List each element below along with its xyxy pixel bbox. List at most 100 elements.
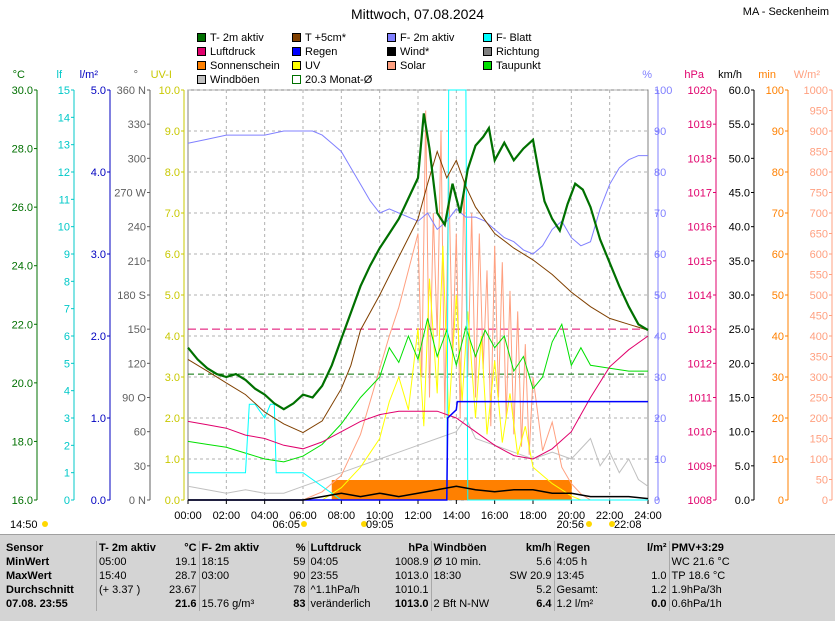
stats-cell: 05:00 [96, 555, 167, 569]
axis-tick-label-temp: 30.0 [12, 85, 33, 97]
axis-tick-label-wind: 10.0 [729, 427, 750, 439]
axis-tick-label-wind: 30.0 [729, 290, 750, 302]
axis-tick-label-dir: 30 [134, 461, 146, 473]
stats-cell: 1.0 [651, 570, 667, 582]
axis-tick-label-hum: 30 [654, 372, 666, 384]
moonrise-icon [609, 521, 615, 527]
axis-tick-label-uv: 7.0 [165, 208, 180, 220]
axis-tick-label-solar: 800 [810, 167, 828, 179]
legend-item: Windböen [197, 74, 260, 86]
legend-item: F- 2m aktiv [387, 32, 454, 44]
stats-cell: 78 [293, 584, 306, 596]
legend-label: UV [305, 60, 321, 72]
axis-tick-label-sun: 60 [772, 249, 784, 261]
x-tick-label: 22:00 [596, 510, 624, 522]
axis-tick-label-press: 1017 [688, 188, 712, 200]
sun-icon [42, 521, 48, 527]
legend-label: Luftdruck [210, 46, 256, 58]
stats-cell: 0.0 [651, 598, 667, 610]
axis-tick-label-rain: 3.0 [91, 249, 106, 261]
axis-tick-label-sun: 20 [772, 413, 784, 425]
stats-cell: 1.9hPa/3h [668, 583, 764, 597]
sunshine-bar [370, 480, 381, 500]
axis-tick-label-press: 1014 [688, 290, 712, 302]
axis-tick-label-rain: 4.0 [91, 167, 106, 179]
stats-panel: Sensor T- 2m aktiv °C F- 2m aktiv% Luftdruck… [0, 534, 835, 621]
axis-tick-label-hum: 50 [654, 290, 666, 302]
stats-cell: 07.08. 23:55 [6, 598, 68, 610]
legend-label: Richtung [496, 46, 540, 58]
x-tick-label: 08:00 [328, 510, 356, 522]
axis-tick-label-leaf: 1 [64, 468, 70, 480]
stats-cell: PMV+3:29 [668, 541, 764, 555]
sunshine-bar [465, 480, 476, 500]
axis-tick-label-solar: 750 [810, 188, 828, 200]
legend-item: T- 2m aktiv [197, 32, 264, 44]
legend-item: Sonnenschein [197, 60, 280, 72]
axis-tick-label-dir: 330 [128, 119, 146, 131]
axis-tick-label-solar: 100 [810, 454, 828, 466]
legend-swatch [387, 61, 396, 70]
axis-tick-label-solar: 400 [810, 331, 828, 343]
x-tick-label: 00:00 [174, 510, 202, 522]
axis-tick-label-sun: 0 [778, 495, 784, 507]
axis-tick-label-dir: 90 O [122, 393, 146, 405]
stats-cell: Regen [553, 541, 625, 555]
axis-tick-label-leaf: 12 [58, 167, 70, 179]
axis-unit-uv: UV-I [151, 69, 172, 81]
axis-unit-leaf: lf [57, 69, 63, 81]
legend-label: Taupunkt [496, 60, 541, 72]
axis-tick-label-wind: 40.0 [729, 222, 750, 234]
axis-tick-label-dir: 270 W [114, 188, 146, 200]
x-tick-label: 18:00 [519, 510, 547, 522]
axis-tick-label-uv: 10.0 [159, 85, 180, 97]
axis-tick-label-hum: 100 [654, 85, 672, 97]
legend-item: UV [292, 60, 320, 72]
axis-tick-label-solar: 500 [810, 290, 828, 302]
axis-tick-label-sun: 80 [772, 167, 784, 179]
sunshine-bar [398, 480, 409, 500]
stats-cell [430, 583, 498, 597]
moonrise-time: 22:08 [614, 519, 642, 531]
axis-tick-label-sun: 30 [772, 372, 784, 384]
stats-cell: 21.6 [175, 598, 197, 610]
x-tick-label: 20:00 [558, 510, 586, 522]
stats-cell: 19.1 [175, 556, 197, 568]
legend-item: Solar [387, 60, 426, 72]
legend: T- 2m aktiv T +5cm* F- 2m aktiv F- Blatt Luf… [0, 32, 835, 86]
axis-tick-label-temp: 18.0 [12, 436, 33, 448]
axis-unit-dir: ° [134, 69, 138, 81]
axis-tick-label-solar: 250 [810, 393, 828, 405]
legend-label: Windböen [210, 74, 260, 86]
legend-swatch [197, 33, 206, 42]
axis-tick-label-solar: 600 [810, 249, 828, 261]
chart-title: Mittwoch, 07.08.2024 [350, 6, 485, 22]
stats-cell: 23.67 [169, 584, 197, 596]
axis-tick-label-uv: 6.0 [165, 249, 180, 261]
axis-tick-label-temp: 16.0 [12, 495, 33, 507]
stats-cell: 04:05 [307, 555, 375, 569]
axis-tick-label-press: 1009 [688, 461, 712, 473]
stats-cell: veränderlich [307, 597, 375, 611]
axis-tick-label-hum: 90 [654, 126, 666, 138]
axis-tick-label-temp: 24.0 [12, 261, 33, 273]
axis-tick-label-press: 1010 [688, 427, 712, 439]
sunshine-bar [341, 480, 352, 500]
axis-tick-label-solar: 1000 [804, 85, 828, 97]
axis-tick-label-leaf: 10 [58, 222, 70, 234]
stats-cell: Durchschnitt [6, 584, 74, 596]
legend-swatch [292, 33, 301, 42]
axis-tick-label-press: 1013 [688, 324, 712, 336]
axis-tick-label-wind: 50.0 [729, 153, 750, 165]
axis-tick-label-dir: 240 [128, 222, 146, 234]
legend-item: Luftdruck [197, 46, 255, 58]
sunrise-time: 06:05 [272, 519, 300, 531]
axis-tick-label-solar: 350 [810, 352, 828, 364]
axis-tick-label-solar: 700 [810, 208, 828, 220]
stats-cell: WC 21.6 °C [668, 555, 764, 569]
stats-cell: 5.2 [536, 584, 552, 596]
stats-cell: °C [184, 542, 197, 554]
stats-cell: 83 [293, 598, 306, 610]
axis-tick-label-uv: 2.0 [165, 413, 180, 425]
axis-tick-label-rain: 2.0 [91, 331, 106, 343]
